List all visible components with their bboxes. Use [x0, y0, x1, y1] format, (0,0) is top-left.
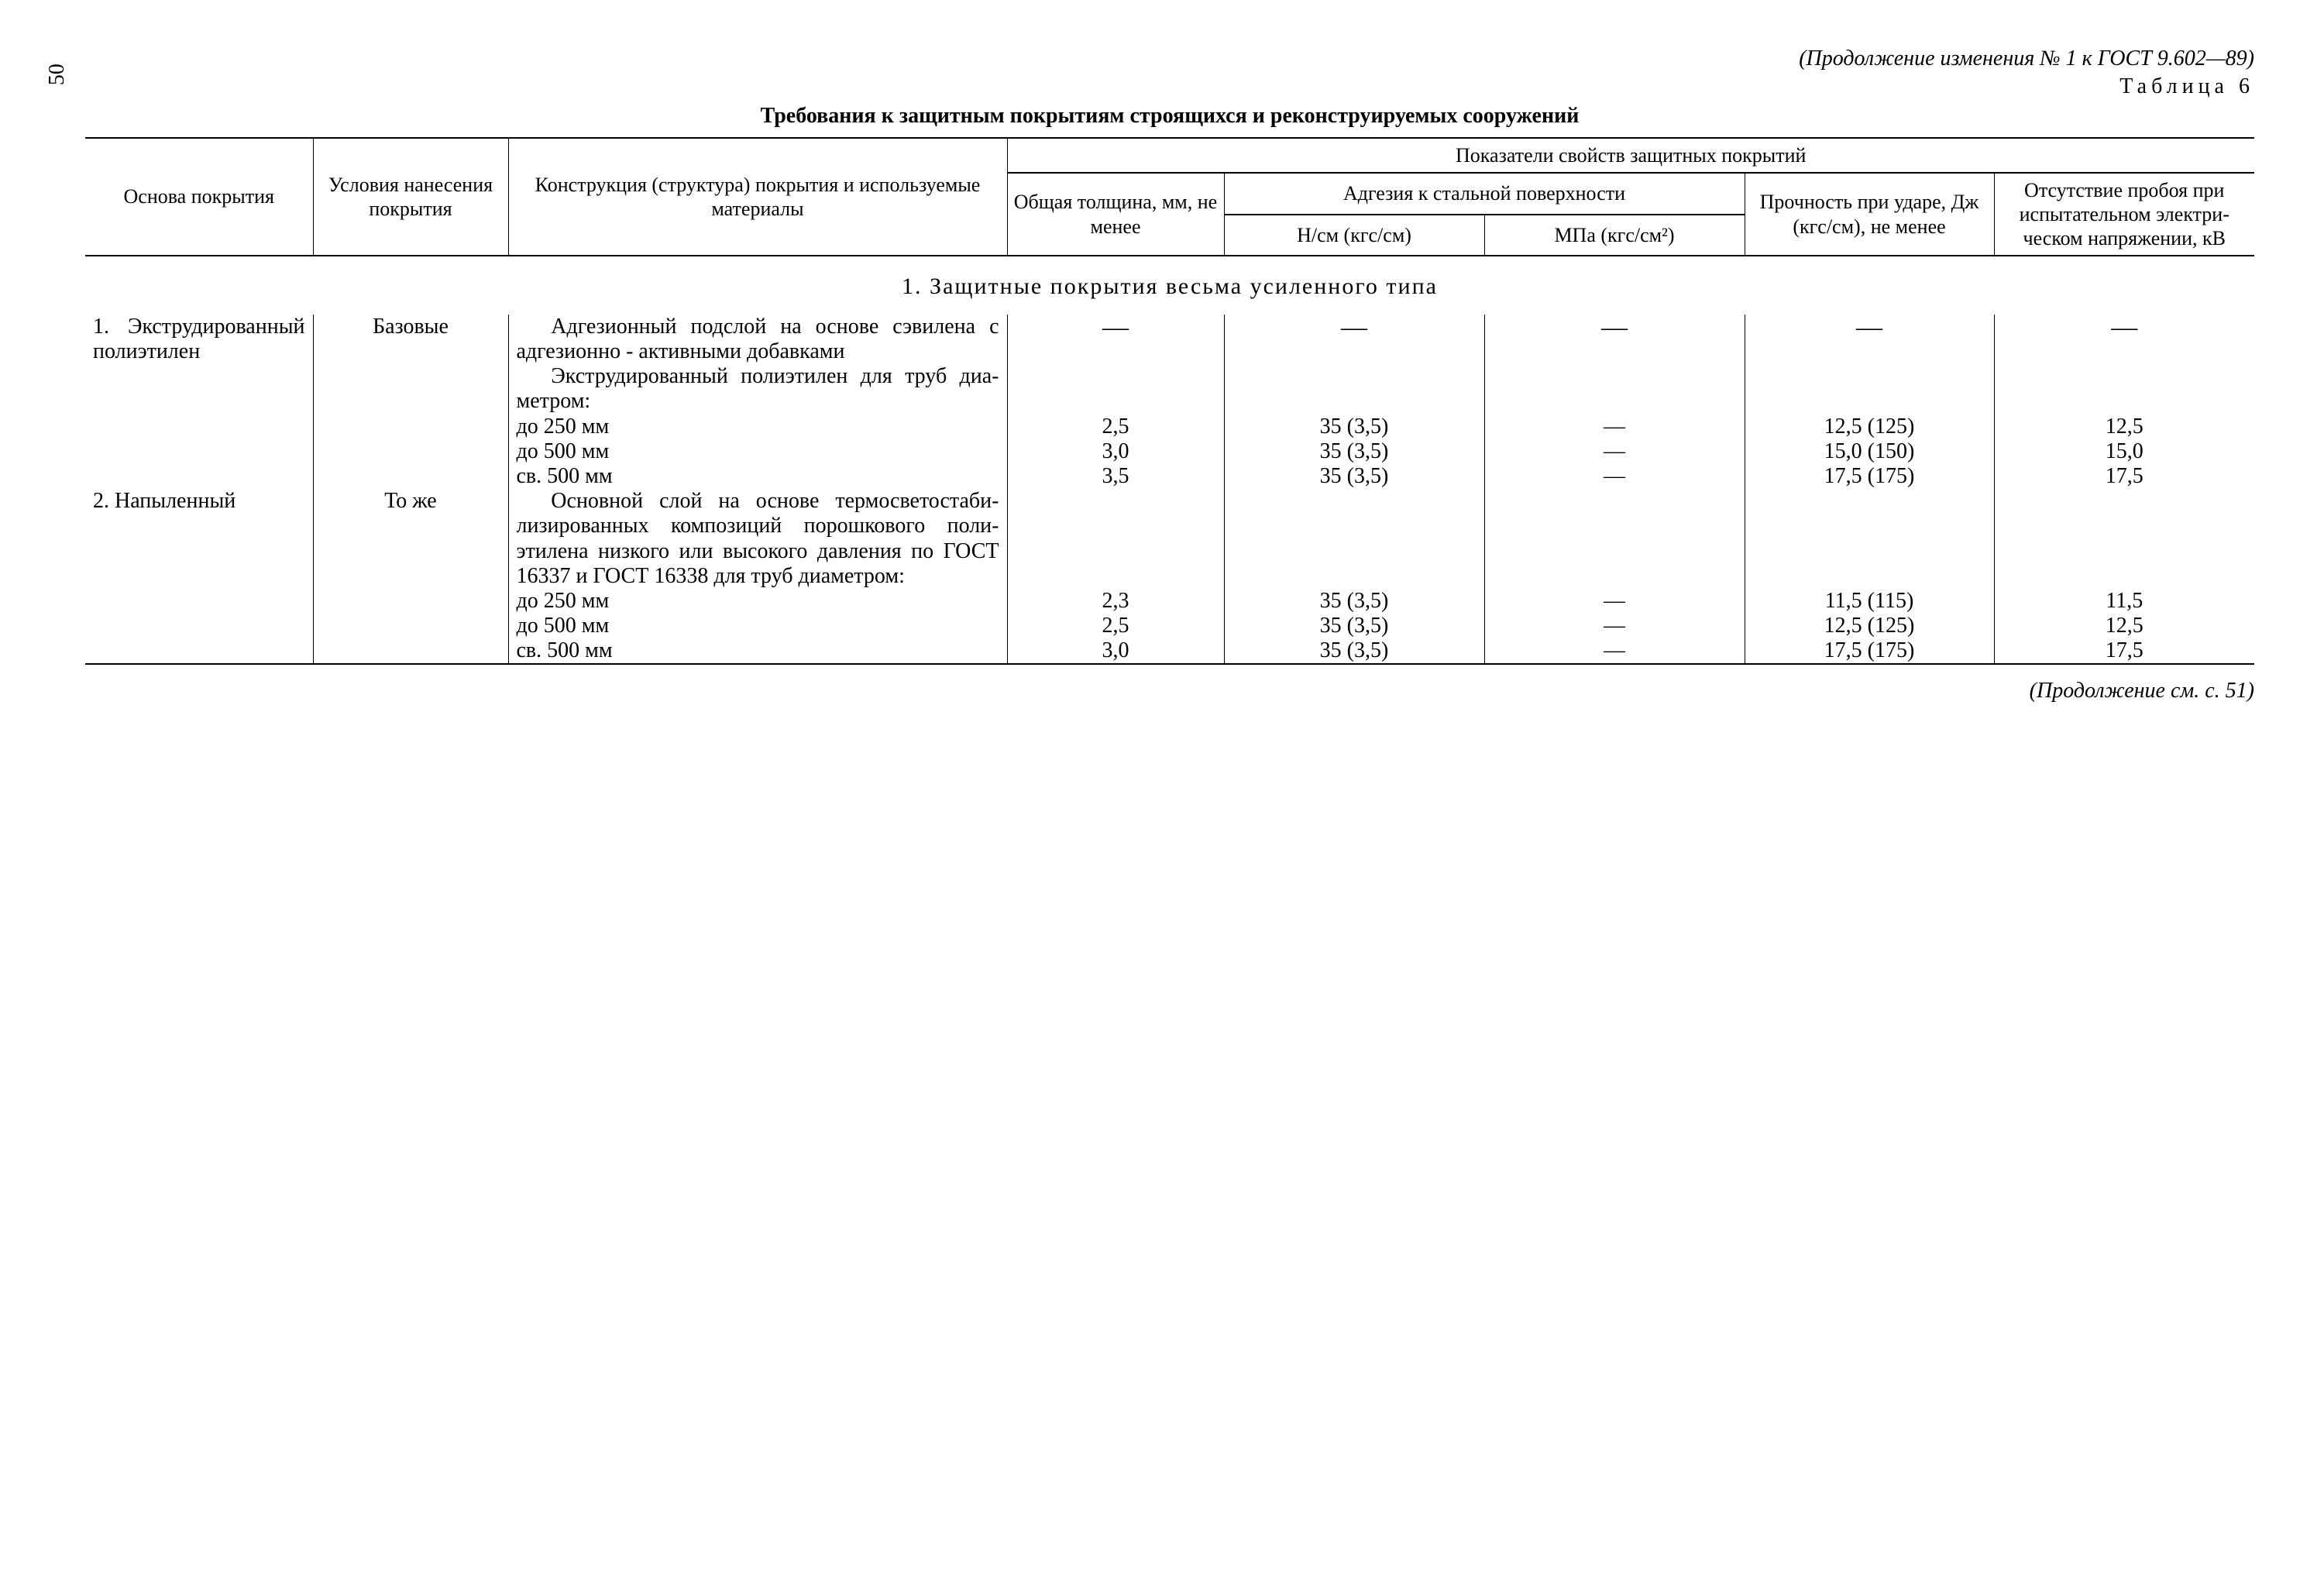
cell-structure-p1: Основной слой на ос­нове термосветостаби… [508, 489, 1007, 589]
col-basis: Основа покрытия [85, 138, 313, 256]
cell-adhesion-ncm: 35 (3,5) [1224, 614, 1484, 638]
cell-adhesion-mpa: — [1484, 638, 1745, 664]
col-conditions: Условия нанесения покрытия [313, 138, 508, 256]
col-adhesion-group: Адгезия к стальной поверхности [1224, 173, 1745, 215]
col-adhesion-ncm: Н/см (кгс/см) [1224, 215, 1484, 256]
page-number-side: 50 [45, 64, 70, 85]
cell-dash: — [1745, 315, 1994, 364]
cell-breakdown: 11,5 [1994, 589, 2254, 614]
cell-impact: 17,5 (175) [1745, 638, 1994, 664]
cell-conditions: То же [313, 489, 508, 664]
col-breakdown: Отсутствие пробоя при испытатель­ном эле… [1994, 173, 2254, 256]
cell-adhesion-ncm: 35 (3,5) [1224, 638, 1484, 664]
cell-dash: — [1007, 315, 1224, 364]
table-title: Требования к защитным покрытиям строящих… [85, 104, 2254, 129]
cell-impact: 12,5 (125) [1745, 614, 1994, 638]
cell-adhesion-ncm: 35 (3,5) [1224, 414, 1484, 439]
cell-dash: — [1994, 315, 2254, 364]
cell-adhesion-ncm: 35 (3,5) [1224, 439, 1484, 464]
cell-thickness: 2,3 [1007, 589, 1224, 614]
cell-structure-p1: Адгезионный подслой на основе сэвилена с… [508, 315, 1007, 364]
cell-adhesion-mpa: — [1484, 439, 1745, 464]
section-row: 1. Защитные покрытия весьма усиленного т… [85, 256, 2254, 315]
cell-breakdown: 17,5 [1994, 464, 2254, 489]
col-thickness: Общая тол­щина, мм, не менее [1007, 173, 1224, 256]
cell-diameter: св. 500 мм [508, 638, 1007, 664]
table-row: 2. Напы­ленный То же Основной слой на ос… [85, 489, 2254, 589]
cell-dash: — [1224, 315, 1484, 364]
continuation-header: (Продолжение изменения № 1 к ГОСТ 9.602—… [85, 46, 2254, 71]
cell-thickness: 2,5 [1007, 614, 1224, 638]
col-properties-group: Показатели свойств защитных покрытий [1007, 138, 2254, 173]
cell-breakdown: 15,0 [1994, 439, 2254, 464]
cell-diameter: до 250 мм [508, 414, 1007, 439]
cell-breakdown: 17,5 [1994, 638, 2254, 664]
cell-thickness: 3,0 [1007, 638, 1224, 664]
cell-diameter: св. 500 мм [508, 464, 1007, 489]
requirements-table: Основа покрытия Условия нанесения покрыт… [85, 137, 2254, 666]
footer-continuation: (Продолжение см. с. 51) [85, 679, 2254, 703]
cell-impact: 15,0 (150) [1745, 439, 1994, 464]
cell-diameter: до 500 мм [508, 439, 1007, 464]
cell-adhesion-mpa: — [1484, 464, 1745, 489]
col-impact: Прочность при ударе, Дж (кгс/см), не мен… [1745, 173, 1994, 256]
table-label: Таблица 6 [85, 74, 2254, 99]
table-row: 1. Экс­трудирован­ный поли­этилен Базовы… [85, 315, 2254, 364]
cell-breakdown: 12,5 [1994, 414, 2254, 439]
cell-thickness: 3,5 [1007, 464, 1224, 489]
cell-impact: 11,5 (115) [1745, 589, 1994, 614]
cell-basis: 2. Напы­ленный [85, 489, 313, 664]
cell-impact: 12,5 (125) [1745, 414, 1994, 439]
cell-dash: — [1484, 315, 1745, 364]
cell-adhesion-mpa: — [1484, 589, 1745, 614]
cell-diameter: до 500 мм [508, 614, 1007, 638]
cell-impact: 17,5 (175) [1745, 464, 1994, 489]
cell-adhesion-mpa: — [1484, 614, 1745, 638]
cell-adhesion-ncm: 35 (3,5) [1224, 464, 1484, 489]
cell-structure-p2: Экструдированный по­лиэтилен для труб ди… [508, 364, 1007, 414]
cell-basis: 1. Экс­трудирован­ный поли­этилен [85, 315, 313, 489]
cell-thickness: 2,5 [1007, 414, 1224, 439]
cell-conditions: Базовые [313, 315, 508, 489]
cell-breakdown: 12,5 [1994, 614, 2254, 638]
col-structure: Конструкция (структура) покрытия и испол… [508, 138, 1007, 256]
cell-thickness: 3,0 [1007, 439, 1224, 464]
col-adhesion-mpa: МПа (кгс/см²) [1484, 215, 1745, 256]
cell-diameter: до 250 мм [508, 589, 1007, 614]
cell-adhesion-ncm: 35 (3,5) [1224, 589, 1484, 614]
section-title: 1. Защитные покрытия весьма усиленного т… [85, 256, 2254, 315]
table-header: Основа покрытия Условия нанесения покрыт… [85, 138, 2254, 256]
cell-adhesion-mpa: — [1484, 414, 1745, 439]
